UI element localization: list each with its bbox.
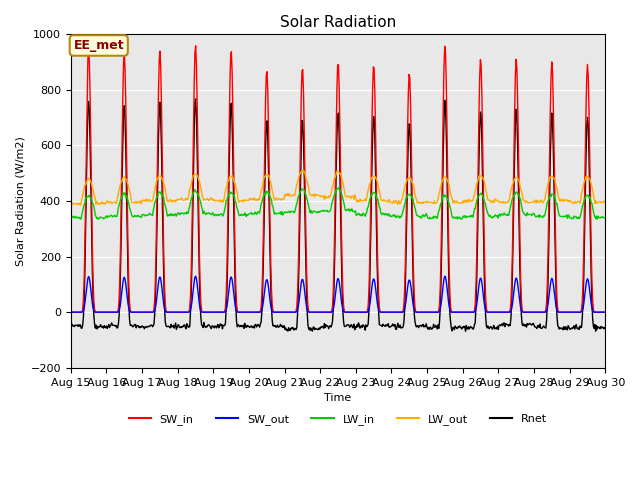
SW_out: [602, 309, 609, 315]
SW_in: [419, 309, 427, 315]
Text: EE_met: EE_met: [74, 39, 124, 52]
LW_in: [186, 204, 193, 209]
SW_out: [404, 285, 412, 290]
Rnet: [602, 325, 609, 331]
SW_in: [602, 309, 609, 315]
LW_in: [593, 216, 601, 222]
LW_in: [404, 192, 412, 198]
LW_in: [602, 215, 609, 220]
Rnet: [404, 169, 412, 175]
SW_out: [192, 273, 200, 279]
SW_in: [186, 305, 193, 311]
Line: LW_in: LW_in: [71, 188, 605, 219]
X-axis label: Time: Time: [324, 393, 351, 403]
SW_in: [192, 43, 200, 48]
LW_out: [404, 176, 412, 181]
Rnet: [215, 325, 223, 331]
Line: SW_in: SW_in: [71, 46, 605, 312]
LW_out: [299, 167, 307, 173]
LW_out: [602, 199, 609, 204]
Rnet: [192, 96, 200, 102]
LW_in: [419, 212, 427, 218]
SW_out: [77, 309, 84, 315]
Rnet: [67, 323, 75, 328]
LW_in: [77, 216, 84, 222]
SW_in: [67, 309, 75, 315]
Rnet: [77, 322, 84, 328]
SW_in: [215, 309, 223, 315]
Line: SW_out: SW_out: [71, 276, 605, 312]
SW_out: [67, 309, 75, 315]
Line: Rnet: Rnet: [71, 99, 605, 331]
SW_out: [215, 309, 223, 315]
SW_out: [186, 309, 193, 314]
SW_in: [404, 128, 412, 134]
LW_out: [68, 202, 76, 208]
Y-axis label: Solar Radiation (W/m2): Solar Radiation (W/m2): [15, 136, 25, 266]
LW_in: [214, 212, 222, 217]
LW_in: [335, 185, 343, 191]
Legend: SW_in, SW_out, LW_in, LW_out, Rnet: SW_in, SW_out, LW_in, LW_out, Rnet: [124, 409, 552, 429]
LW_out: [420, 199, 428, 205]
LW_out: [187, 185, 195, 191]
Rnet: [461, 328, 469, 334]
SW_in: [77, 309, 84, 315]
LW_out: [132, 198, 140, 204]
Rnet: [132, 322, 140, 327]
LW_in: [67, 214, 75, 220]
LW_in: [132, 213, 140, 219]
LW_out: [77, 200, 85, 205]
LW_out: [215, 198, 223, 204]
Title: Solar Radiation: Solar Radiation: [280, 15, 396, 30]
Line: LW_out: LW_out: [71, 170, 605, 205]
SW_out: [419, 309, 427, 315]
SW_out: [132, 309, 140, 315]
SW_in: [132, 309, 140, 315]
LW_out: [67, 201, 75, 206]
Rnet: [419, 322, 427, 327]
Rnet: [186, 324, 193, 329]
